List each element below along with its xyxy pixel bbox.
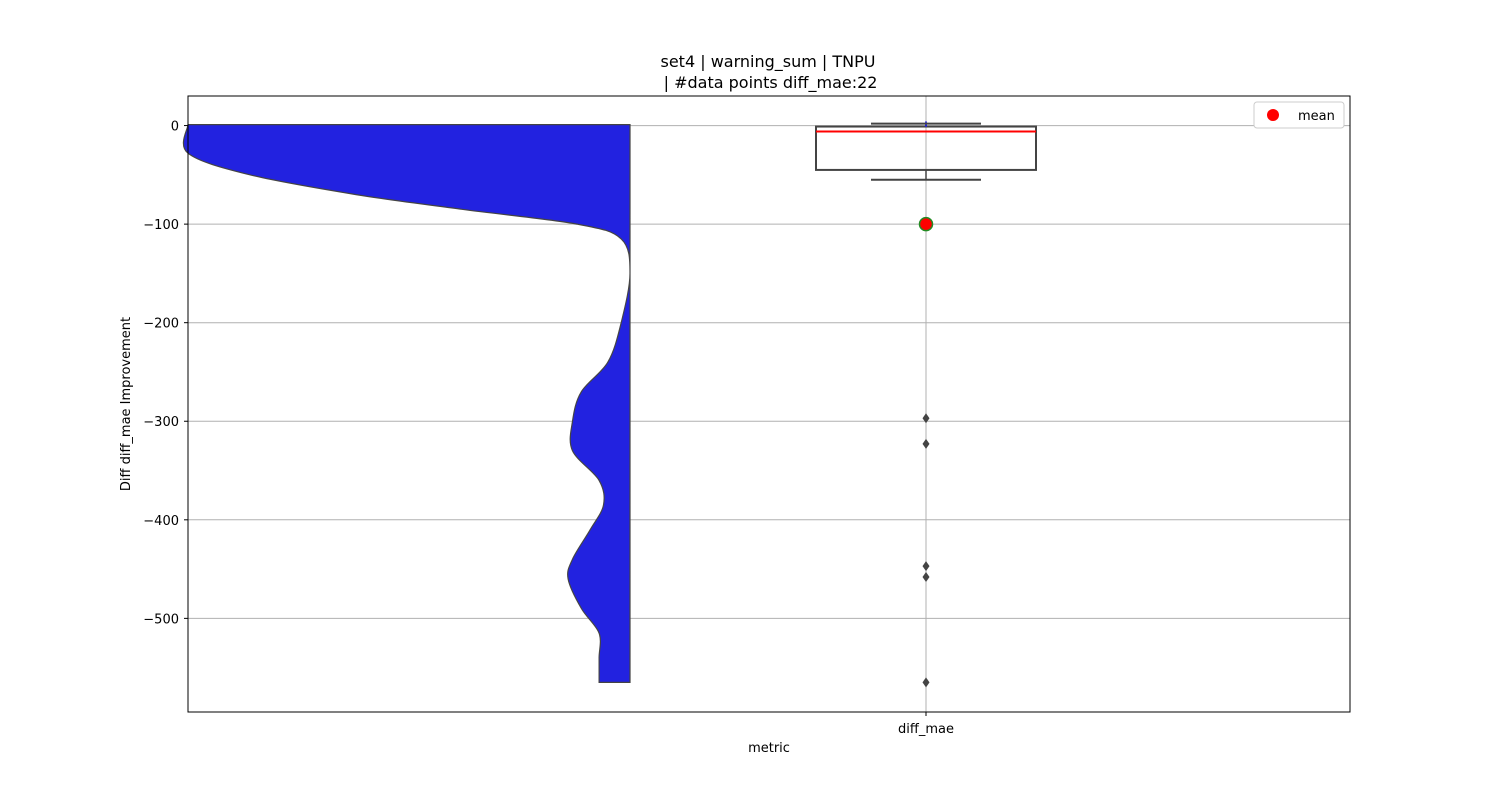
violin [182, 124, 631, 683]
violin-body [182, 124, 631, 683]
chart-title-line2: | #data points diff_mae:22 [659, 73, 878, 93]
outlier-point [922, 413, 930, 424]
y-axis-ticks: 0 −100 −200 −300 −400 −500 [143, 120, 188, 627]
y-tick-label: 0 [171, 120, 179, 135]
legend-mean-label: mean [1298, 109, 1335, 124]
mean-marker [918, 216, 934, 232]
y-tick-label: −500 [143, 612, 179, 627]
outlier-point [922, 438, 930, 449]
outlier-point [922, 571, 930, 582]
plot-frame [187, 95, 1351, 713]
x-tick-label: diff_mae [898, 722, 954, 737]
outlier-point [922, 561, 930, 572]
y-tick-label: −300 [143, 415, 179, 430]
y-axis-label: Diff diff_mae Improvement [119, 317, 134, 491]
x-axis-label: metric [748, 741, 790, 756]
legend-frame [1253, 101, 1345, 129]
x-axis-ticks: diff_mae [898, 712, 954, 737]
legend: mean [1253, 101, 1345, 129]
y-tick-label: −200 [143, 317, 179, 332]
y-tick-label: −100 [143, 218, 179, 233]
legend-mean-marker [1267, 109, 1279, 121]
box-iqr [815, 125, 1037, 171]
box-plot [815, 121, 1037, 688]
y-tick-label: −400 [143, 514, 179, 529]
outlier-point [922, 677, 930, 688]
chart-title-line1: set4 | warning_sum | TNPU [661, 52, 876, 72]
